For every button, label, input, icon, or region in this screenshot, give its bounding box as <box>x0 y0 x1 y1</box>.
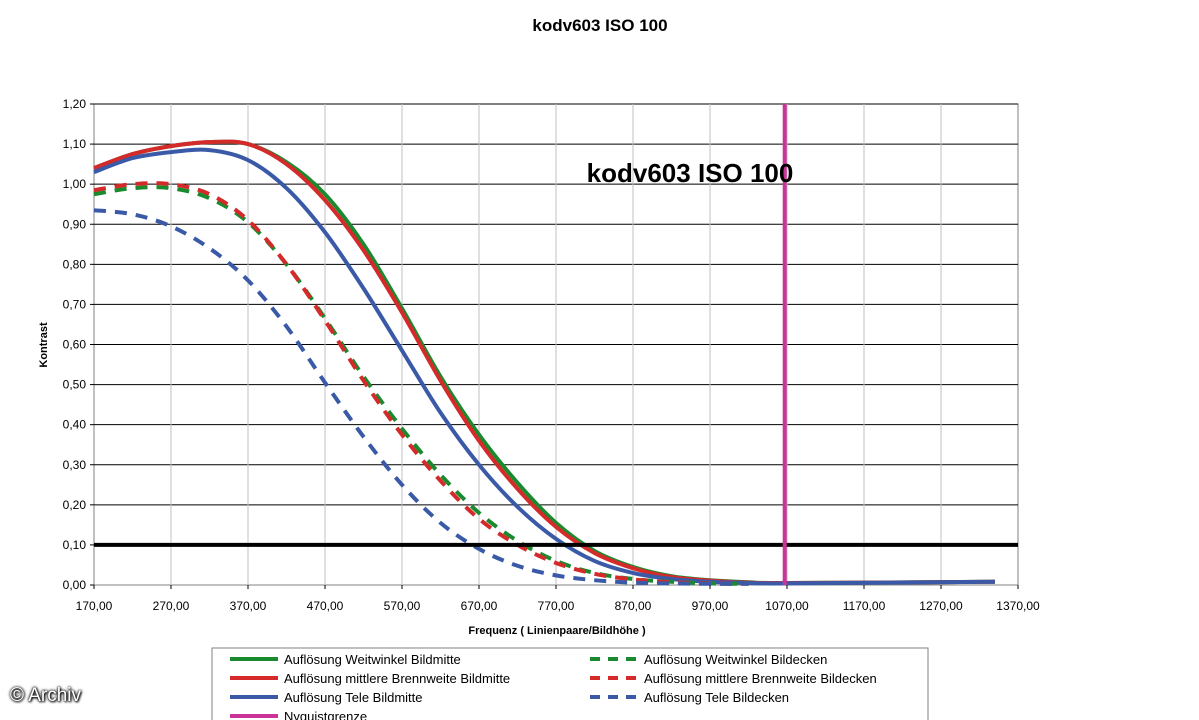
chart-title: kodv603 ISO 100 <box>532 16 667 35</box>
x-tick-label: 570,00 <box>384 599 421 613</box>
series-lines <box>93 139 995 586</box>
x-tick-label: 770,00 <box>538 599 575 613</box>
y-tick-label: 0,30 <box>63 458 87 472</box>
y-tick-label: 0,60 <box>63 338 87 352</box>
legend-label: Nyquistgrenze <box>284 709 367 720</box>
legend-label: Auflösung mittlere Brennweite Bildmitte <box>284 671 510 686</box>
y-tick-label: 0,90 <box>63 217 87 231</box>
y-tick-label: 0,80 <box>63 257 87 271</box>
reference-lines <box>94 104 1018 585</box>
legend: Auflösung Weitwinkel Bildmitte Auflösung … <box>211 647 929 720</box>
x-tick-label: 670,00 <box>461 599 498 613</box>
series-line-aufl-sung-tele-bildecken <box>93 208 749 586</box>
x-tick-label: 170,00 <box>76 599 113 613</box>
series-line-aufl-sung-weitwinkel-bildecken <box>93 185 749 586</box>
copyright-watermark: © Archiv <box>10 685 82 706</box>
x-tick-label: 1270,00 <box>919 599 963 613</box>
y-tick-label: 0,20 <box>63 498 87 512</box>
y-tick-label: 0,00 <box>63 578 87 592</box>
axis-ticks: 0,00 0,10 0,20 0,30 0,40 0,50 0,60 0,70 0,80 0,90… <box>63 97 1040 613</box>
legend-label: Auflösung Tele Bildmitte <box>284 690 423 705</box>
x-tick-label: 470,00 <box>307 599 344 613</box>
y-tick-label: 1,00 <box>63 177 87 191</box>
legend-label: Auflösung Weitwinkel Bildmitte <box>284 652 461 667</box>
x-axis-label: Frequenz ( Linienpaare/Bildhöhe ) <box>468 625 646 637</box>
legend-label: Auflösung Tele Bildecken <box>644 690 789 705</box>
x-tick-label: 1170,00 <box>843 599 886 613</box>
x-tick-label: 370,00 <box>230 599 267 613</box>
y-tick-label: 0,40 <box>63 418 87 432</box>
x-tick-label: 870,00 <box>615 599 652 613</box>
inner-chart-title: kodv603 ISO 100 <box>587 158 794 188</box>
legend-label: Auflösung Weitwinkel Bildecken <box>644 652 827 667</box>
legend-box <box>211 647 929 720</box>
y-axis-label: Kontrast <box>38 322 50 368</box>
x-tick-label: 1370,00 <box>996 599 1040 613</box>
series-line-aufl-sung-mittlere-brennweite-bildecken <box>93 181 749 586</box>
x-tick-label: 1070,00 <box>765 599 809 613</box>
x-tick-label: 270,00 <box>153 599 190 613</box>
x-tick-label: 970,00 <box>692 599 729 613</box>
y-tick-label: 0,50 <box>63 378 87 392</box>
legend-label: Auflösung mittlere Brennweite Bildecken <box>644 671 877 686</box>
y-tick-label: 0,70 <box>63 297 87 311</box>
y-tick-label: 1,10 <box>63 137 87 151</box>
y-tick-label: 1,20 <box>63 97 87 111</box>
y-tick-label: 0,10 <box>63 538 87 552</box>
